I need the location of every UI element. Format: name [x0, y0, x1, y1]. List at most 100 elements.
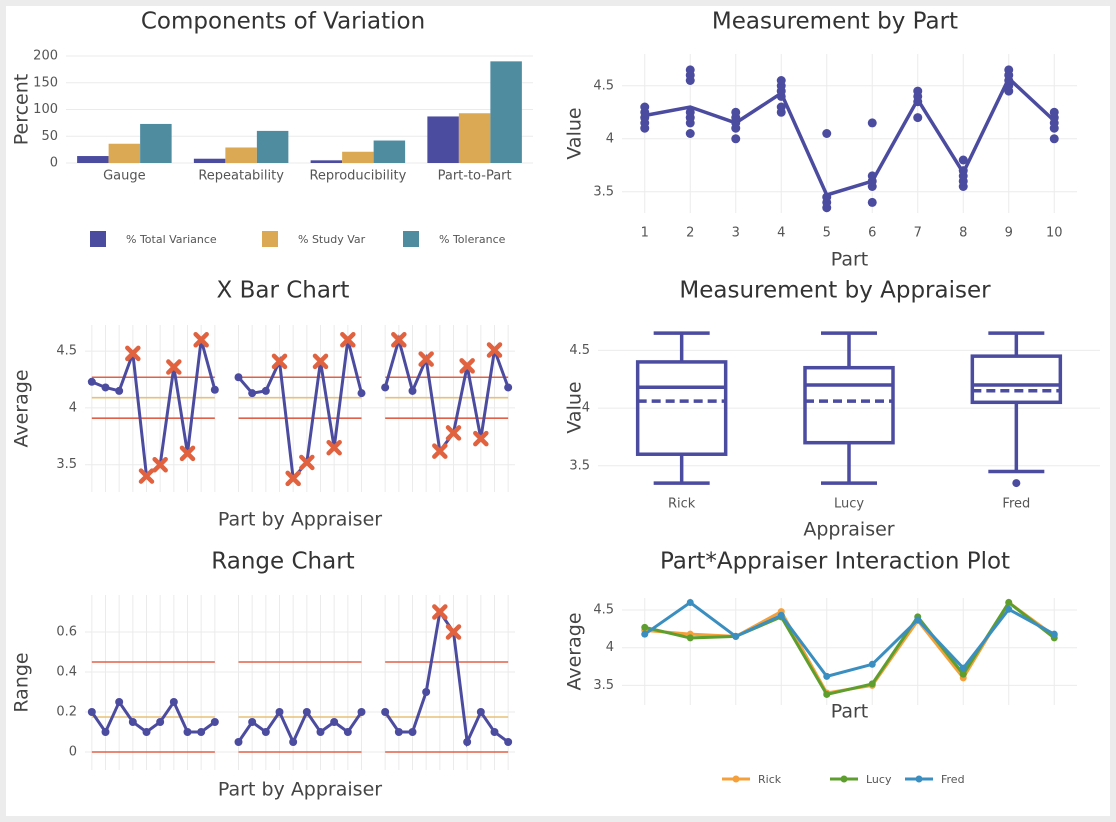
flag-point	[432, 604, 448, 620]
bar	[193, 158, 226, 163]
point	[330, 718, 339, 726]
point	[476, 708, 485, 716]
point	[381, 383, 390, 392]
point	[1049, 107, 1059, 117]
bar	[342, 151, 374, 163]
point	[868, 680, 876, 688]
y-tick-label: 0.6	[56, 625, 77, 640]
bar	[108, 143, 141, 163]
point	[128, 718, 137, 726]
point	[504, 738, 513, 746]
chart-title: X Bar Chart	[217, 278, 350, 304]
series-line	[90, 698, 216, 736]
flag-point	[340, 332, 356, 348]
point	[1004, 65, 1014, 75]
point	[640, 102, 650, 112]
bar	[140, 123, 172, 163]
outlier	[1012, 479, 1021, 488]
y-tick-label: 0	[50, 156, 58, 171]
bar	[373, 140, 406, 163]
chart-title: Measurement by Appraiser	[679, 278, 991, 304]
point	[777, 611, 785, 619]
point	[823, 672, 831, 680]
bar	[458, 113, 491, 163]
point	[422, 688, 431, 696]
point	[959, 664, 967, 672]
flag-point	[285, 470, 301, 487]
flag-point	[459, 358, 475, 374]
x-tick-label: 10	[1046, 226, 1063, 241]
point	[868, 660, 876, 668]
point	[210, 718, 219, 726]
flag-point	[312, 353, 329, 370]
x-tick-label: Lucy	[834, 497, 864, 512]
point	[183, 728, 192, 736]
flag-point	[152, 456, 168, 473]
y-axis-label: Value	[564, 107, 586, 159]
series-line	[237, 339, 363, 482]
point	[685, 107, 695, 117]
x-axis-label: Part by Appraiser	[218, 509, 382, 531]
y-tick-label: 4.5	[593, 78, 614, 93]
legend-dot	[732, 775, 740, 783]
point	[289, 738, 298, 746]
flag-point	[486, 342, 503, 358]
y-tick-label: 3.5	[56, 457, 77, 472]
legend-label: % Study Var	[298, 233, 366, 246]
y-axis-label: Average	[564, 612, 586, 690]
point	[731, 107, 741, 117]
x-tick-label: Rick	[668, 497, 696, 512]
point	[958, 155, 968, 165]
chart-title: Range Chart	[211, 549, 354, 575]
point	[490, 728, 499, 736]
legend-label: Fred	[941, 773, 965, 786]
legend-swatch	[90, 231, 106, 247]
legend-swatch	[403, 231, 419, 247]
point	[101, 383, 110, 392]
x-tick-label: Gauge	[103, 169, 146, 184]
point	[394, 728, 403, 736]
point	[914, 616, 922, 624]
box	[803, 365, 895, 445]
y-tick-label: 3.5	[593, 184, 614, 199]
y-tick-label: 0	[69, 745, 77, 760]
point	[169, 698, 178, 706]
point	[1005, 605, 1013, 613]
y-tick-label: 0.2	[56, 705, 77, 720]
flag-point	[166, 359, 182, 375]
flag-point	[138, 468, 155, 484]
x-tick-label: 3	[732, 226, 740, 241]
point	[316, 728, 325, 736]
point	[641, 630, 649, 638]
flag-point	[391, 332, 407, 348]
x-axis-label: Part	[831, 701, 869, 723]
point	[1049, 134, 1059, 144]
flag-point	[418, 351, 434, 367]
point	[776, 76, 786, 85]
point	[1050, 630, 1058, 638]
point	[867, 171, 877, 181]
y-axis-label: Percent	[11, 74, 33, 146]
point	[248, 389, 257, 398]
y-tick-label: 4.5	[56, 344, 77, 359]
series-line	[643, 600, 1055, 679]
y-tick-label: 4.5	[569, 343, 590, 358]
x-tick-label: Reproducibility	[309, 169, 406, 184]
flag-point	[193, 332, 209, 348]
point	[115, 386, 124, 395]
point	[686, 634, 694, 642]
point	[1005, 599, 1013, 607]
point	[913, 86, 923, 96]
point	[234, 738, 243, 746]
point	[776, 102, 786, 112]
bar	[225, 147, 257, 163]
point	[685, 65, 695, 75]
y-tick-label: 50	[41, 129, 58, 144]
point	[686, 599, 694, 607]
mean-line	[644, 75, 1056, 198]
series-line	[383, 334, 510, 455]
point	[823, 690, 831, 698]
point	[731, 134, 741, 144]
x-tick-label: 8	[959, 226, 967, 241]
